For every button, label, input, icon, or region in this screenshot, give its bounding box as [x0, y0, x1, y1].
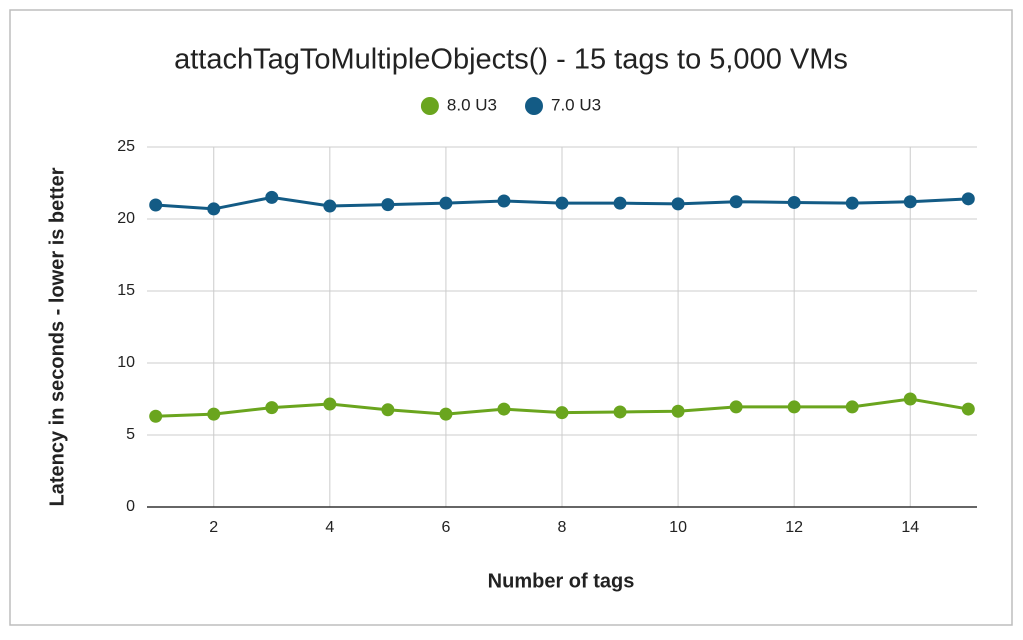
data-point — [323, 397, 337, 411]
y-tick-label: 5 — [126, 426, 135, 443]
x-tick-label: 2 — [209, 519, 218, 536]
chart-title: attachTagToMultipleObjects() - 15 tags t… — [174, 44, 848, 76]
y-tick-label: 25 — [117, 138, 135, 155]
data-point — [265, 401, 279, 415]
data-point — [729, 195, 743, 209]
data-point — [381, 403, 395, 417]
data-point — [845, 196, 859, 210]
chart-frame — [9, 9, 1013, 626]
data-point — [671, 404, 685, 418]
data-point — [497, 402, 511, 416]
data-point — [149, 198, 163, 212]
x-tick-label: 4 — [325, 519, 334, 536]
data-point — [613, 196, 627, 210]
y-tick-label: 0 — [126, 498, 135, 515]
legend: 8.0 U3 7.0 U3 — [420, 95, 601, 115]
x-tick-label: 14 — [901, 519, 919, 536]
legend-label: 7.0 U3 — [551, 95, 601, 114]
data-point — [323, 199, 337, 213]
y-tick-label: 15 — [117, 282, 135, 299]
x-tick-label: 8 — [558, 519, 567, 536]
y-tick-label: 10 — [117, 354, 135, 371]
data-point — [961, 402, 975, 416]
data-point — [671, 197, 685, 211]
data-point — [439, 407, 453, 421]
legend-marker — [420, 97, 439, 115]
data-point — [439, 196, 453, 210]
data-point — [555, 406, 569, 420]
data-point — [555, 196, 569, 210]
data-point — [845, 400, 859, 414]
data-point — [497, 194, 511, 208]
data-point — [961, 192, 975, 206]
y-axis-label: Latency in seconds - lower is better — [46, 167, 68, 506]
data-point — [381, 198, 395, 212]
x-tick-label: 10 — [669, 519, 687, 536]
data-point — [787, 195, 801, 209]
legend-label: 8.0 U3 — [447, 95, 497, 114]
x-tick-label: 6 — [441, 519, 450, 536]
data-point — [149, 409, 163, 423]
data-point — [903, 195, 917, 209]
data-point — [903, 392, 917, 406]
data-point — [265, 190, 279, 204]
x-axis-label: Number of tags — [488, 570, 635, 592]
x-tick-label: 12 — [785, 519, 803, 536]
data-point — [207, 202, 221, 216]
data-point — [729, 400, 743, 414]
y-tick-label: 20 — [117, 210, 135, 227]
data-point — [207, 407, 221, 421]
data-point — [787, 400, 801, 414]
data-point — [613, 405, 627, 419]
legend-marker — [525, 97, 543, 115]
